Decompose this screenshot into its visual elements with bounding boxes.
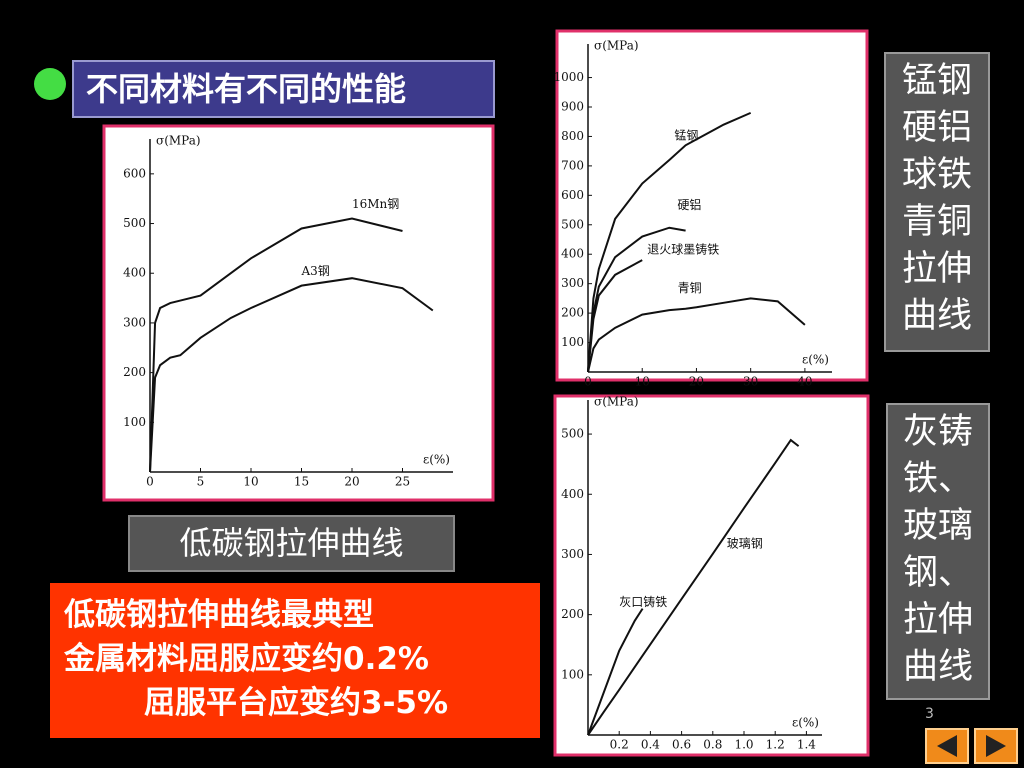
note-line: 屈服平台应变约3-5% bbox=[144, 685, 449, 721]
series-line bbox=[587, 226, 686, 373]
x-tick-label: 1.2 bbox=[766, 738, 785, 752]
side-label: 锰钢硬铝球铁青铜拉伸曲线 bbox=[884, 52, 990, 352]
x-tick-label: 10 bbox=[635, 375, 650, 389]
y-tick-label: 700 bbox=[561, 158, 584, 172]
x-axis-label: ε(%) bbox=[802, 353, 829, 367]
side-line: 拉伸 bbox=[902, 600, 973, 640]
y-tick-label: 400 bbox=[561, 487, 584, 501]
y-tick-label: 200 bbox=[561, 607, 584, 621]
x-tick-label: 0.6 bbox=[672, 738, 691, 752]
x-axis-label: ε(%) bbox=[423, 453, 450, 467]
side-line: 钢、 bbox=[902, 553, 973, 593]
series-line bbox=[587, 297, 806, 373]
note: 低碳钢拉伸曲线最典型 金属材料屈服应变约0.2% 屈服平台应变约3-5% bbox=[50, 583, 540, 738]
side-line: 铁、 bbox=[902, 459, 973, 499]
prev-button[interactable] bbox=[925, 728, 969, 764]
y-tick-label: 500 bbox=[561, 427, 584, 441]
x-tick-label: 1.4 bbox=[797, 738, 816, 752]
y-tick-label: 200 bbox=[561, 306, 584, 320]
chart-frame bbox=[553, 394, 870, 757]
series-line bbox=[149, 217, 403, 473]
x-tick-label: 25 bbox=[395, 475, 410, 489]
x-tick-label: 0.4 bbox=[641, 738, 660, 752]
x-axis-label: ε(%) bbox=[792, 716, 819, 730]
series-label: 锰钢 bbox=[674, 128, 698, 143]
y-tick-label: 400 bbox=[561, 247, 584, 261]
page-number: 3 bbox=[925, 706, 934, 722]
side-line: 拉伸 bbox=[901, 249, 972, 289]
x-tick-label: 40 bbox=[797, 375, 812, 389]
next-button[interactable] bbox=[974, 728, 1018, 764]
x-tick-label: 0 bbox=[146, 475, 154, 489]
side-line: 玻璃 bbox=[902, 506, 973, 546]
slide-title: 不同材料有不同的性能 bbox=[72, 60, 495, 118]
y-tick-label: 300 bbox=[123, 315, 146, 329]
side-label: 灰铸铁、玻璃钢、拉伸曲线 bbox=[886, 403, 990, 700]
note-line: 低碳钢拉伸曲线最典型 bbox=[64, 597, 374, 633]
y-tick-label: 300 bbox=[561, 276, 584, 290]
y-tick-label: 100 bbox=[561, 667, 584, 681]
y-tick-label: 500 bbox=[561, 217, 584, 231]
side-line: 曲线 bbox=[901, 296, 972, 336]
note-line: 金属材料屈服应变约0.2% bbox=[64, 641, 429, 677]
y-axis-label: σ(MPa) bbox=[156, 134, 201, 148]
y-tick-label: 800 bbox=[561, 129, 584, 143]
chart-frame bbox=[555, 29, 869, 382]
x-tick-label: 5 bbox=[197, 475, 205, 489]
x-tick-label: 15 bbox=[294, 475, 309, 489]
y-tick-label: 500 bbox=[123, 216, 146, 230]
y-tick-label: 1000 bbox=[553, 70, 584, 84]
series-label: A3钢 bbox=[301, 264, 330, 278]
chart-frame bbox=[102, 124, 495, 502]
x-tick-label: 0 bbox=[584, 375, 592, 389]
y-tick-label: 600 bbox=[123, 166, 146, 180]
caption: 低碳钢拉伸曲线 bbox=[128, 515, 455, 572]
x-tick-label: 10 bbox=[243, 475, 258, 489]
series-label: 玻璃钢 bbox=[727, 536, 763, 550]
series-line bbox=[587, 608, 644, 736]
side-line: 锰钢 bbox=[901, 61, 972, 101]
series-line bbox=[587, 438, 800, 736]
y-tick-label: 200 bbox=[123, 365, 146, 379]
x-tick-label: 1.0 bbox=[734, 738, 753, 752]
y-tick-label: 600 bbox=[561, 188, 584, 202]
series-label: 灰口铸铁 bbox=[619, 594, 667, 609]
x-tick-label: 30 bbox=[743, 375, 758, 389]
x-tick-label: 0.8 bbox=[703, 738, 722, 752]
side-line: 灰铸 bbox=[902, 412, 973, 452]
y-tick-label: 300 bbox=[561, 547, 584, 561]
series-line bbox=[587, 259, 643, 373]
x-tick-label: 0.2 bbox=[610, 738, 629, 752]
series-label: 退火球墨铸铁 bbox=[647, 242, 719, 257]
x-tick-label: 20 bbox=[344, 475, 359, 489]
y-axis-label: σ(MPa) bbox=[594, 395, 639, 409]
y-tick-label: 900 bbox=[561, 100, 584, 114]
y-tick-label: 100 bbox=[123, 415, 146, 429]
x-tick-label: 20 bbox=[689, 375, 704, 389]
bullet bbox=[34, 68, 66, 100]
side-line: 青铜 bbox=[901, 202, 972, 242]
series-line bbox=[149, 277, 434, 473]
series-label: 硬铝 bbox=[677, 197, 701, 212]
series-line bbox=[587, 111, 752, 373]
y-axis-label: σ(MPa) bbox=[594, 39, 639, 53]
side-line: 硬铝 bbox=[901, 108, 972, 148]
y-tick-label: 100 bbox=[561, 335, 584, 349]
side-line: 曲线 bbox=[902, 647, 973, 687]
series-label: 16Mn钢 bbox=[352, 197, 399, 211]
series-label: 青铜 bbox=[678, 280, 702, 295]
y-tick-label: 400 bbox=[123, 266, 146, 280]
side-line: 球铁 bbox=[901, 155, 972, 195]
